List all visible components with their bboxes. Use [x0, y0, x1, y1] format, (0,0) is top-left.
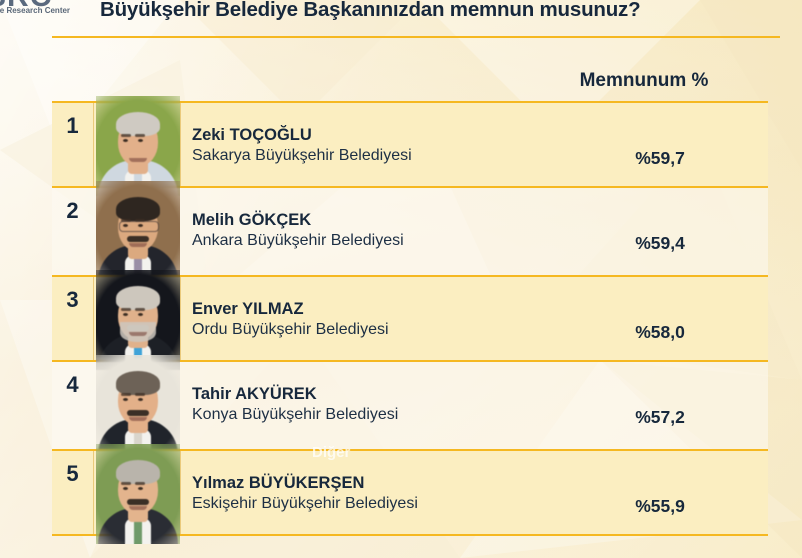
satisfaction-value: %59,7 [635, 148, 685, 168]
avatar [96, 444, 180, 544]
person-name: Yılmaz BÜYÜKERŞEN [192, 474, 365, 492]
person-info: Zeki TOÇOĞLU Sakarya Büyükşehir Belediyes… [192, 125, 572, 167]
ranking-table: 1 Zeki TOÇOĞLU Sakarya Büyükşehir Belediye… [52, 96, 768, 544]
avatar [96, 181, 180, 281]
avatar [96, 270, 180, 370]
table-row[interactable]: 4 Tahir AKYÜREK Konya Büyükşehir Belediyes… [52, 355, 768, 455]
rank-divider [93, 277, 94, 360]
rank-number: 1 [66, 113, 79, 138]
title-divider [52, 36, 780, 38]
person-name: Enver YILMAZ [192, 300, 304, 318]
rank-number: 4 [66, 372, 79, 397]
rank-number: 5 [66, 461, 79, 486]
person-info: Enver YILMAZ Ordu Büyükşehir Belediyesi [192, 299, 572, 341]
person-organization: Eskişehir Büyükşehir Belediyesi [192, 495, 418, 512]
person-organization: Sakarya Büyükşehir Belediyesi [192, 147, 412, 164]
satisfaction-value: %55,9 [635, 496, 685, 516]
satisfaction-value: %57,2 [635, 407, 685, 427]
photo-divider [180, 103, 181, 186]
person-name: Melih GÖKÇEK [192, 211, 312, 229]
table-row[interactable]: 5 Yılmaz BÜYÜKERŞEN Eskişehir Büyükşehir B… [52, 444, 768, 544]
person-organization: Ankara Büyükşehir Belediyesi [192, 232, 404, 249]
satisfaction-value: %59,4 [635, 233, 685, 253]
satisfaction-value: %58,0 [635, 322, 685, 342]
avatar [96, 355, 180, 455]
table-row[interactable]: 2 Melih GÖKÇEK Ankara Büyükşehir Belediyes… [52, 181, 768, 281]
table-row[interactable]: 3 Enver YILMAZ Ordu Büyükşehir Belediyesi%… [52, 270, 768, 370]
person-info: Yılmaz BÜYÜKERŞEN Eskişehir Büyükşehir Be… [192, 473, 572, 515]
rank-number: 2 [66, 198, 79, 223]
person-organization: Konya Büyükşehir Belediyesi [192, 406, 399, 423]
page-title: Büyükşehir Belediye Başkanınızdan memnun… [100, 0, 641, 21]
table-row[interactable]: 1 Zeki TOÇOĞLU Sakarya Büyükşehir Belediye… [52, 96, 768, 196]
rank-number: 3 [66, 287, 79, 312]
person-organization: Ordu Büyükşehir Belediyesi [192, 321, 389, 338]
logo-mark: SRC [0, 0, 52, 14]
logo-subtitle: ctive Research Center [0, 6, 71, 15]
logo: SRC ctive Research Center [0, 0, 146, 22]
photo-divider [180, 277, 181, 360]
rank-divider [93, 103, 94, 186]
person-info: Tahir AKYÜREK Konya Büyükşehir Belediyesi [192, 384, 572, 426]
person-name: Tahir AKYÜREK [192, 385, 317, 403]
value-column-header: Memnunum % [579, 70, 709, 91]
rank-divider [93, 451, 94, 534]
person-info: Melih GÖKÇEK Ankara Büyükşehir Belediyesi [192, 210, 572, 252]
photo-divider [180, 451, 181, 534]
person-name: Zeki TOÇOĞLU [192, 126, 312, 144]
